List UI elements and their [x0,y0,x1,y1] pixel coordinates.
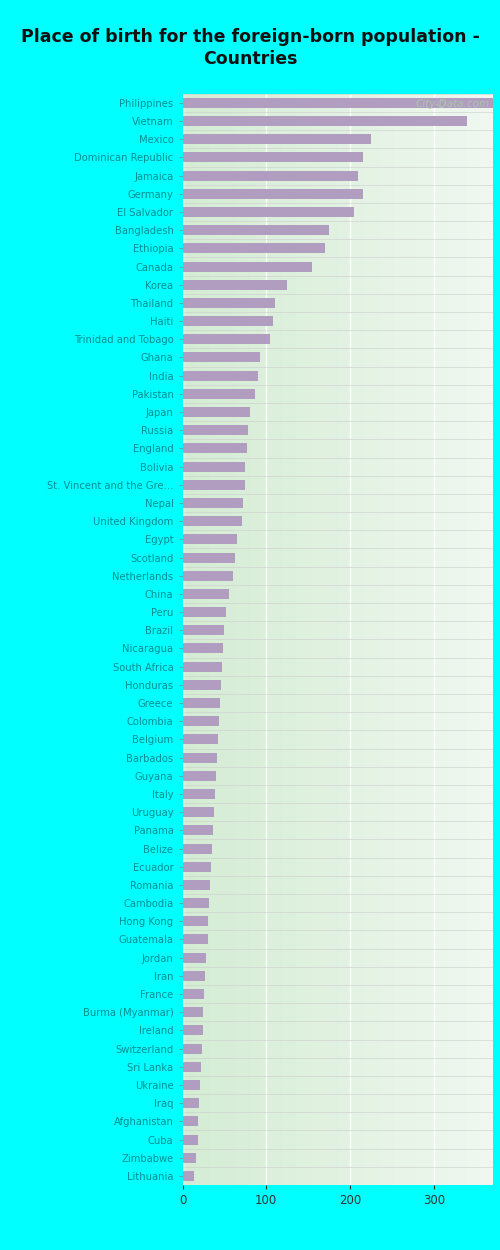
Bar [182,989,204,999]
Bar [182,825,212,835]
Bar [182,552,236,562]
Bar [182,516,242,526]
Bar [182,152,362,162]
Text: ○: ○ [436,99,445,109]
Bar [182,1080,200,1090]
Bar [182,352,260,362]
Bar [182,880,210,890]
Bar [182,608,226,618]
Bar [182,1025,203,1035]
Bar [182,425,248,435]
Bar [182,898,210,908]
Bar [182,808,214,818]
Bar [182,680,221,690]
Text: City-Data.com: City-Data.com [416,99,490,109]
Bar [182,408,250,418]
Bar [182,1099,200,1109]
Bar [182,98,492,107]
Bar [182,571,233,581]
Bar [182,789,215,799]
Bar [182,534,237,544]
Bar [182,935,208,945]
Bar [182,625,224,635]
Bar [182,1008,204,1018]
Bar [182,861,211,871]
Bar [182,444,247,454]
Bar [182,1116,198,1126]
Text: Place of birth for the foreign-born population -
Countries: Place of birth for the foreign-born popu… [20,28,479,68]
Bar [182,298,274,308]
Bar [182,589,228,599]
Bar [182,208,354,217]
Bar [182,735,218,745]
Bar [182,261,312,271]
Bar [182,480,244,490]
Bar [182,244,325,254]
Bar [182,1152,196,1162]
Bar [182,698,220,708]
Bar [182,498,243,508]
Bar [182,371,258,381]
Bar [182,644,222,654]
Bar [182,316,273,326]
Bar [182,1044,202,1054]
Bar [182,661,222,671]
Bar [182,334,270,344]
Bar [182,170,358,180]
Bar [182,1135,198,1145]
Bar [182,189,362,199]
Bar [182,225,329,235]
Bar [182,389,256,399]
Bar [182,771,216,781]
Bar [182,461,246,471]
Bar [182,752,217,762]
Bar [182,952,206,962]
Bar [182,844,212,854]
Bar [182,971,205,981]
Bar [182,280,287,290]
Bar [182,1061,201,1071]
Bar [182,116,468,126]
Bar [182,134,371,144]
Bar [182,916,208,926]
Bar [182,716,220,726]
Bar [182,1171,194,1181]
